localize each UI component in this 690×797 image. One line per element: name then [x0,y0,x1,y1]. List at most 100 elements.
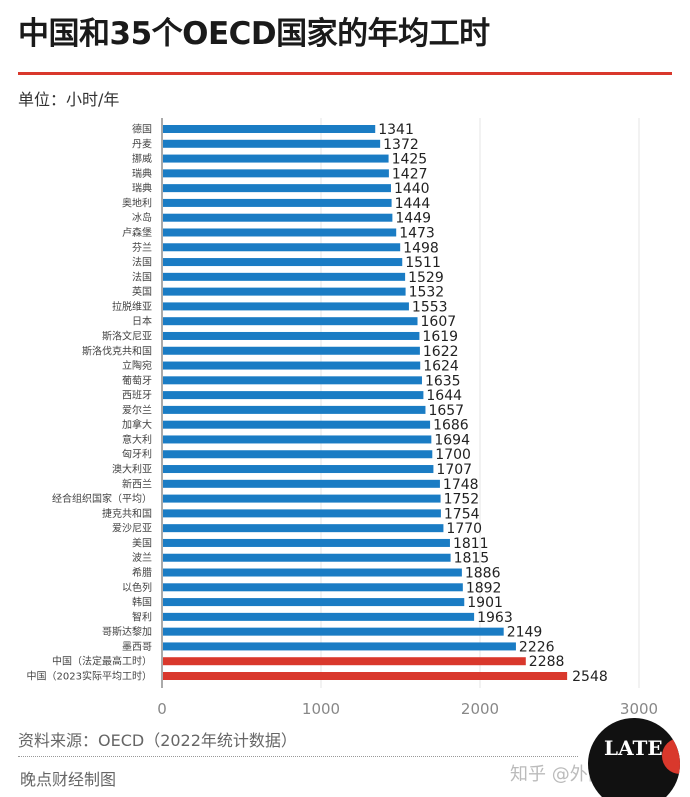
unit-label: 单位：小时/年 [18,90,120,109]
bar [163,243,401,252]
value-label: 1619 [422,329,458,345]
value-label: 2288 [529,654,565,670]
value-label: 1748 [443,477,479,493]
bar [163,450,433,459]
value-label: 1511 [405,255,441,271]
category-label: 斯洛伐克共和国 [82,344,152,357]
bar [163,287,406,296]
bar [163,228,397,237]
value-label: 1815 [454,551,490,567]
category-label: 墨西哥 [122,641,152,653]
category-label: 美国 [132,536,152,549]
category-label: 韩国 [132,596,152,609]
bar [163,198,392,207]
bar [163,420,431,429]
category-label: 芬兰 [132,241,152,254]
value-label: 1754 [444,506,480,522]
category-label: 丹麦 [132,138,152,150]
value-label: 1607 [421,314,457,330]
bar [163,258,403,267]
value-label: 1532 [409,285,445,301]
x-tick-label: 3000 [620,700,658,718]
category-label: 以色列 [122,581,152,594]
category-label: 瑞典 [132,182,152,195]
category-label: 拉脱维亚 [112,300,152,313]
bar [163,376,422,385]
bar [163,405,426,414]
bar [163,302,409,311]
source-note: 资料来源：OECD（2022年统计数据） [18,731,297,750]
category-label: 英国 [132,285,152,298]
category-label: 西班牙 [122,390,152,402]
value-label: 1425 [392,152,428,168]
category-label: 波兰 [132,551,152,564]
value-label: 1622 [423,344,459,360]
value-label: 1770 [446,521,482,537]
bar [163,627,504,636]
bar [163,169,389,178]
value-label: 2149 [507,625,543,641]
bar [163,154,389,163]
bar [163,317,418,326]
value-label: 1444 [395,196,431,212]
value-label: 1901 [467,595,503,611]
bar [163,125,376,133]
value-label: 1473 [399,225,435,241]
category-label: 奥地利 [122,196,152,209]
bar [163,465,434,474]
category-label: 立陶宛 [122,359,152,372]
category-label: 斯洛文尼亚 [102,329,152,342]
category-label: 冰岛 [132,211,152,224]
category-label: 日本 [132,315,152,328]
value-label: 1440 [394,181,430,197]
bar-chart: 0 1000 2000 3000 德国 1341 丹麦 1372 挪威 1425 瑞典 1427 瑞典 1… [27,118,658,718]
bar [163,553,451,562]
category-label: 经合组织国家（平均） [52,492,152,505]
value-label: 1811 [453,536,489,552]
x-tick-label: 0 [157,700,167,718]
category-label: 法国 [132,270,152,283]
category-label: 哥斯达黎加 [102,625,152,638]
category-label: 法国 [132,256,152,269]
bar [163,509,441,518]
category-label: 中国（2023实际平均工时） [27,670,152,683]
category-label: 挪威 [132,152,152,165]
bar [163,642,516,651]
value-label: 1886 [465,566,501,582]
bar [163,612,475,621]
chart-title: 中国和35个OECD国家的年均工时 [18,16,490,52]
value-label: 1624 [423,359,459,375]
title-divider [18,72,672,75]
bar [163,598,465,607]
category-label: 智利 [132,610,152,623]
category-label: 爱尔兰 [122,403,152,416]
bar [163,272,406,281]
bar [163,494,441,503]
bar [163,538,450,547]
category-label: 爱沙尼亚 [112,522,152,535]
credit-note: 晚点财经制图 [20,770,117,789]
bar [163,213,393,222]
bar [163,657,526,666]
value-label: 2226 [519,639,555,655]
bar [163,184,391,193]
category-label: 加拿大 [122,418,152,431]
x-tick-label: 1000 [302,700,340,718]
category-label: 瑞典 [132,167,152,180]
bar [163,479,440,488]
bar [163,435,432,444]
value-label: 1427 [392,166,428,182]
category-label: 澳大利亚 [112,463,152,476]
category-label: 中国（法定最高工时） [52,655,152,668]
bar [163,583,463,592]
bar [163,672,568,680]
category-label: 卢森堡 [122,226,152,239]
category-label: 匈牙利 [122,448,152,461]
value-label: 1707 [436,462,472,478]
value-label: 1341 [378,122,414,138]
bar [163,391,424,400]
category-label: 葡萄牙 [122,374,152,387]
value-label: 1963 [477,610,513,626]
category-label: 新西兰 [122,477,152,490]
category-label: 德国 [132,123,152,136]
